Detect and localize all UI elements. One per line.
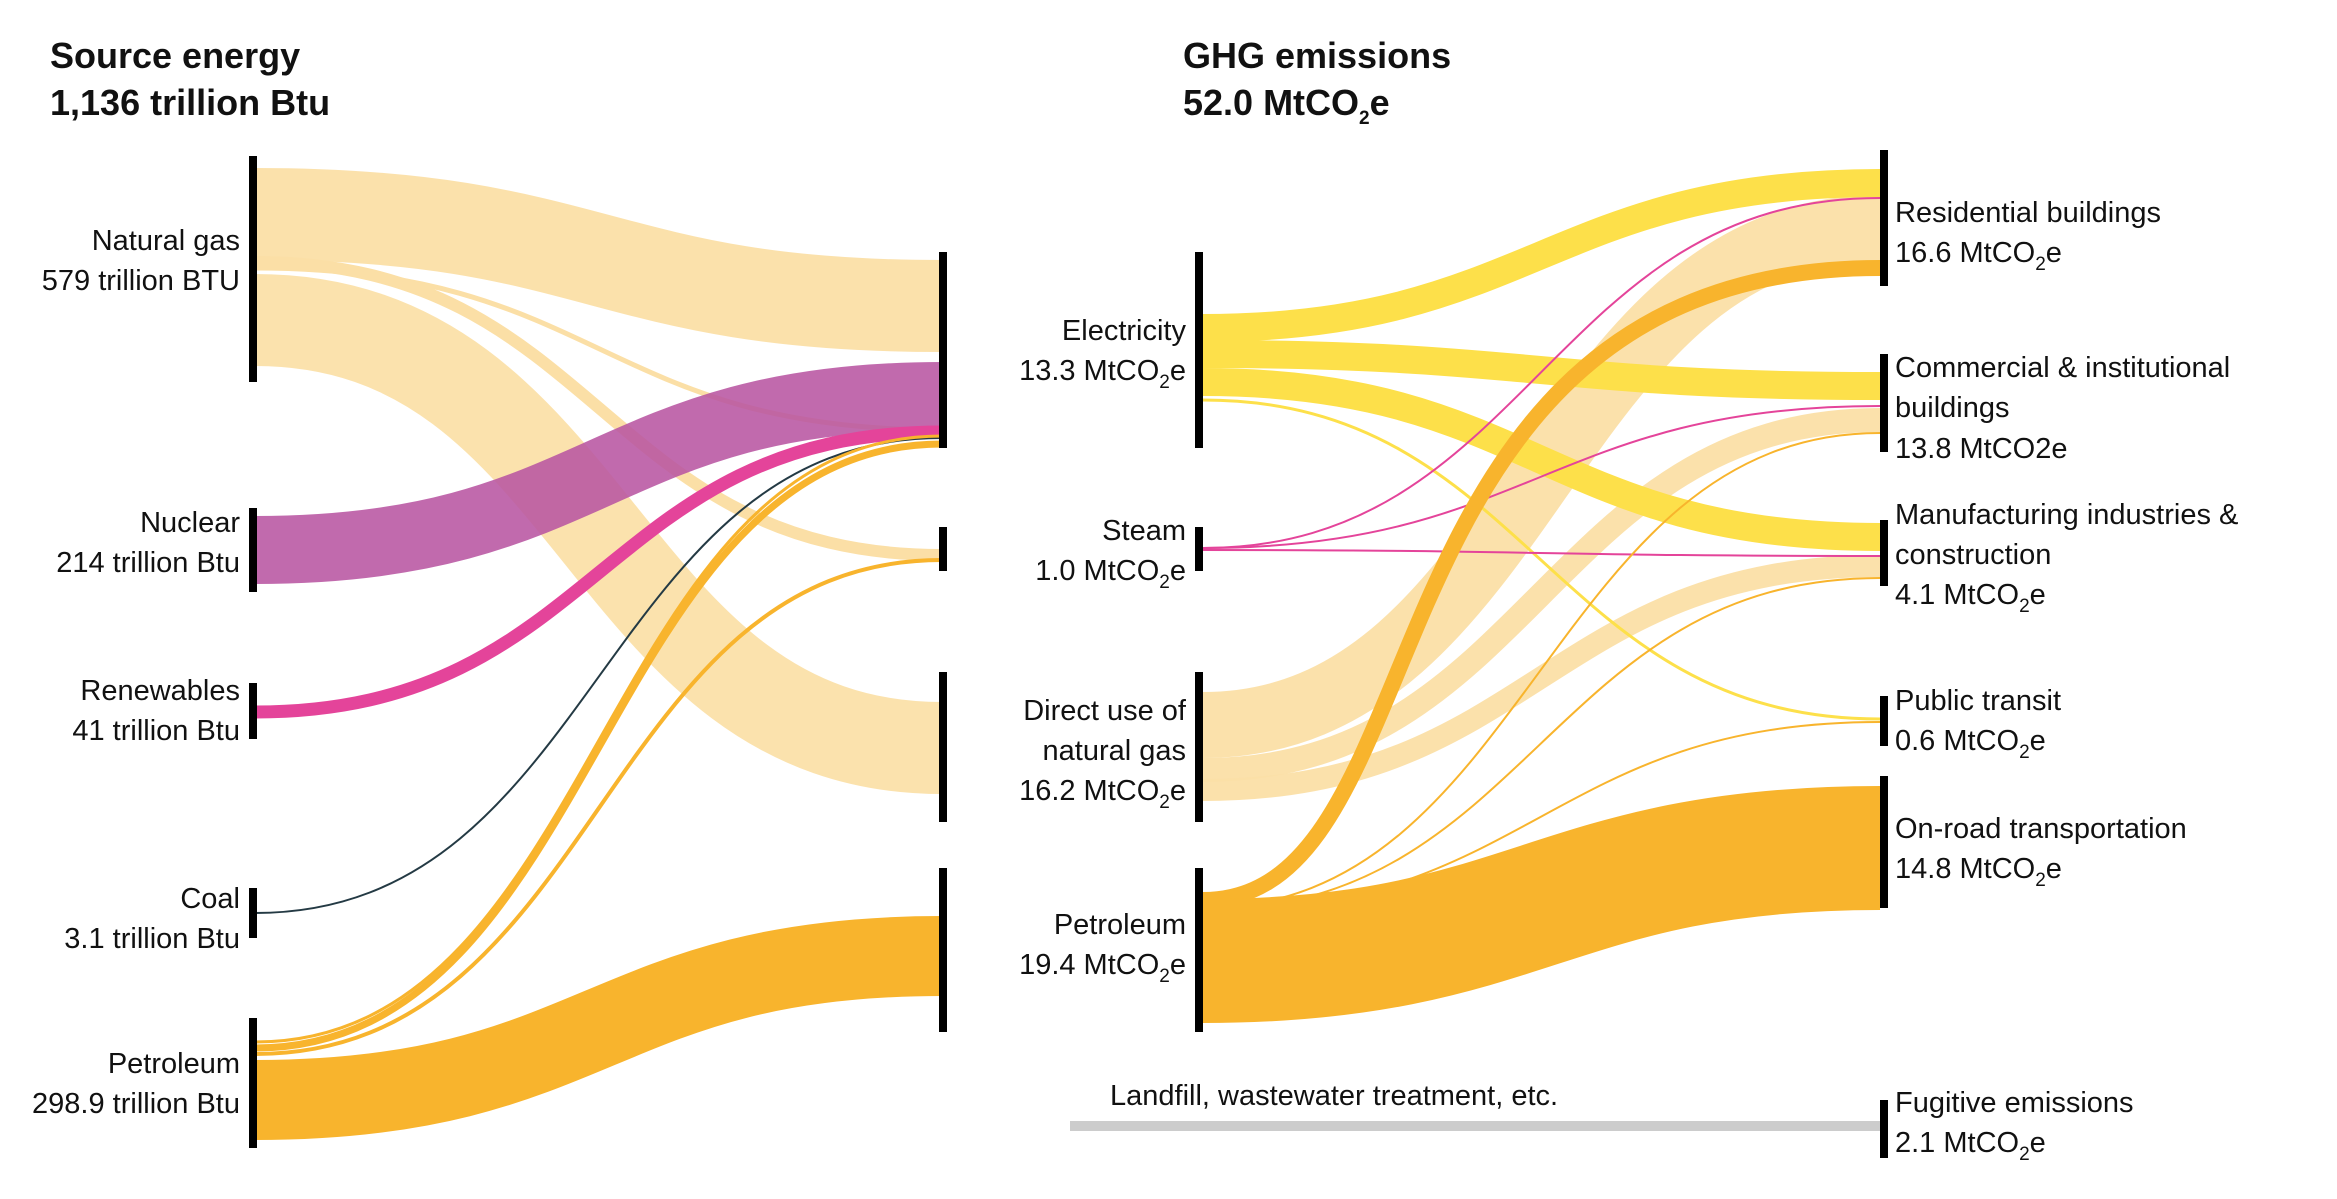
flow-nuclear-electricity — [254, 362, 943, 584]
label-coal: Coal — [180, 883, 240, 915]
label-commercial-2: buildings — [1895, 392, 2009, 424]
source-energy-total: 1,136 trillion Btu — [50, 82, 330, 123]
flow-electricity-residential — [1202, 169, 1881, 342]
node-bar-commercial — [1880, 354, 1888, 452]
flow-natural-gas-direct-use — [254, 274, 943, 794]
source-flows — [254, 168, 943, 1140]
node-bar-direct-use — [1195, 672, 1203, 822]
flow-petroleum-petroleum — [254, 916, 943, 1140]
label-commercial-1: Commercial & institutional — [1895, 352, 2230, 384]
value-electricity: 13.3 MtCO2e — [1019, 355, 1186, 393]
value-petroleum-ghg: 19.4 MtCO2e — [1019, 949, 1186, 987]
ghg-emissions-panel: GHG emissions 52.0 MtCO2e — [1019, 35, 2238, 1165]
flow-coal-electricity — [254, 437, 943, 914]
fugitive-note: Landfill, wastewater treatment, etc. — [1110, 1080, 1558, 1112]
label-direct-use-1: Direct use of — [1023, 695, 1187, 727]
label-onroad: On-road transportation — [1895, 813, 2187, 845]
flow-steam-manufacturing — [1202, 549, 1881, 557]
node-bar-petroleum — [249, 1018, 257, 1148]
flow-electricity-commercial — [1202, 340, 1881, 400]
source-energy-title: Source energy — [50, 35, 300, 76]
node-bar-nuclear — [249, 508, 257, 592]
node-bar-fugitive — [1880, 1100, 1888, 1158]
ghg-emissions-total: 52.0 MtCO2e — [1183, 82, 1390, 129]
value-commercial: 13.8 MtCO2e — [1895, 433, 2067, 465]
flow-electricity-transit — [1202, 398, 1881, 721]
flow-steam-commercial — [1202, 405, 1881, 549]
node-bar-petroleum-energy — [939, 868, 947, 1032]
flow-electricity-manufacturing — [1202, 368, 1881, 551]
value-petroleum-source: 298.9 trillion Btu — [32, 1088, 240, 1120]
node-bar-direct-use-energy — [939, 672, 947, 822]
flow-renewables-electricity — [254, 425, 943, 719]
node-bar-manufacturing — [1880, 520, 1888, 586]
value-manufacturing: 4.1 MtCO2e — [1895, 579, 2046, 617]
flow-petroleum-manufacturing — [1202, 577, 1881, 911]
node-bar-electricity — [1195, 252, 1203, 448]
value-natural-gas: 579 trillion BTU — [42, 265, 240, 297]
flow-direct-gas-manufacturing — [1202, 555, 1881, 801]
value-coal: 3.1 trillion Btu — [64, 923, 240, 955]
label-residential: Residential buildings — [1895, 197, 2161, 229]
label-steam: Steam — [1102, 515, 1186, 547]
ghg-flows — [1070, 169, 1881, 1131]
node-bar-coal — [249, 888, 257, 938]
value-public-transit: 0.6 MtCO2e — [1895, 725, 2046, 763]
flow-petroleum-residential — [1202, 260, 1881, 908]
node-bar-residential — [1880, 150, 1888, 286]
label-renewables: Renewables — [80, 675, 240, 707]
node-bar-petroleum-ghg — [1195, 868, 1203, 1032]
flow-petroleum-commercial — [1202, 432, 1881, 909]
value-residential: 16.6 MtCO2e — [1895, 237, 2062, 275]
flow-steam-residential — [1202, 197, 1881, 549]
label-petroleum-ghg: Petroleum — [1054, 909, 1186, 941]
ghg-emissions-title: GHG emissions — [1183, 35, 1451, 76]
node-bar-onroad — [1880, 776, 1888, 908]
source-energy-panel: Source energy 1,136 trillion Btu — [32, 35, 947, 1148]
label-fugitive: Fugitive emissions — [1895, 1087, 2134, 1119]
node-bar-steam-energy — [939, 527, 947, 571]
flow-petroleum-onroad — [1202, 786, 1881, 1023]
flow-natural-gas-electricity — [254, 168, 943, 352]
label-natural-gas: Natural gas — [92, 225, 240, 257]
label-manufacturing-2: construction — [1895, 539, 2051, 571]
node-bar-renewables — [249, 683, 257, 739]
value-nuclear: 214 trillion Btu — [56, 547, 240, 579]
label-nuclear: Nuclear — [140, 507, 240, 539]
flow-petroleum-electricity — [254, 440, 943, 1052]
label-electricity: Electricity — [1062, 315, 1187, 347]
value-direct-use: 16.2 MtCO2e — [1019, 775, 1186, 813]
label-direct-use-2: natural gas — [1043, 735, 1187, 767]
label-petroleum-source: Petroleum — [108, 1048, 240, 1080]
value-steam: 1.0 MtCO2e — [1035, 555, 1186, 593]
node-bar-electricity-energy — [939, 252, 947, 448]
label-manufacturing-1: Manufacturing industries & — [1895, 499, 2238, 531]
node-bar-public-transit — [1880, 696, 1888, 746]
node-bar-steam — [1195, 527, 1203, 571]
flow-petroleum-steam — [254, 558, 943, 1056]
value-fugitive: 2.1 MtCO2e — [1895, 1127, 2046, 1165]
value-onroad: 14.8 MtCO2e — [1895, 853, 2062, 891]
node-bar-natural-gas — [249, 156, 257, 382]
value-renewables: 41 trillion Btu — [72, 715, 240, 747]
label-public-transit: Public transit — [1895, 685, 2061, 717]
flow-petroleum-electricity-thin — [254, 434, 943, 1044]
flow-direct-gas-commercial — [1202, 408, 1881, 782]
